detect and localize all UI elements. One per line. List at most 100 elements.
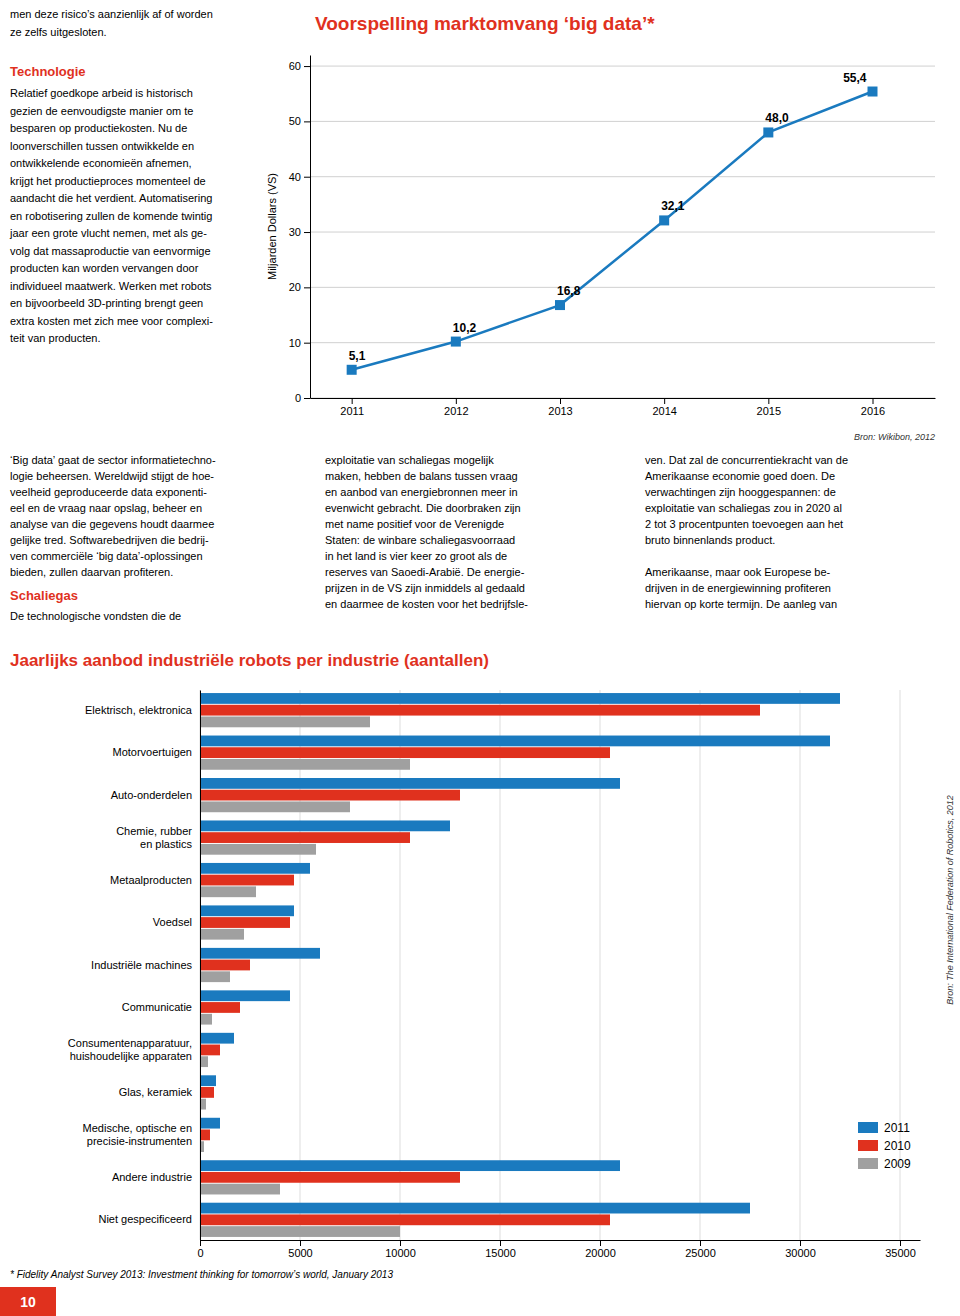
tick: 2016	[861, 398, 885, 417]
tick: Industriële machines	[91, 959, 200, 971]
tick: 15000	[485, 1240, 516, 1259]
tick-label: 20000	[585, 1247, 616, 1259]
bar	[200, 1045, 220, 1056]
tick-label: 2014	[652, 405, 676, 417]
bar	[200, 990, 290, 1001]
tick-label: 2013	[548, 405, 572, 417]
tick-label: Chemie, rubberen plastics	[116, 825, 192, 850]
legend: 201120102009	[858, 1121, 911, 1171]
bar	[200, 820, 450, 831]
bar	[200, 717, 370, 728]
grid-line	[310, 398, 935, 399]
data-label: 5,1	[349, 349, 366, 363]
tick-label: 30000	[785, 1247, 816, 1259]
y-axis: 0102030405060	[289, 56, 311, 405]
page-number-box	[0, 1287, 56, 1316]
legend-item: 2009	[858, 1157, 911, 1171]
body-text: ze zelfs uitgesloten.	[10, 26, 107, 38]
bar	[200, 1226, 400, 1237]
tick-label: 2016	[861, 405, 885, 417]
axis-line	[201, 1240, 921, 1241]
heading: Technologie	[10, 64, 86, 79]
marker	[868, 87, 878, 97]
y-axis: Elektrisch, elektronica Motorvoertuigen Au…	[68, 691, 201, 1241]
bar	[200, 844, 316, 855]
bar-series	[200, 705, 760, 1225]
line	[352, 92, 873, 370]
tick-label: 20	[289, 281, 301, 293]
tick-label: Andere industrie	[112, 1171, 192, 1183]
body-text: Relatief goedkope arbeid is historischge…	[9, 87, 213, 344]
bar	[200, 971, 230, 982]
grid-line	[500, 690, 501, 1240]
legend-label: 2010	[884, 1139, 911, 1153]
tick-mark	[873, 398, 874, 404]
tick-mark	[900, 1240, 901, 1246]
tick-mark	[456, 398, 457, 404]
tick: 60	[289, 60, 310, 72]
page-text: men deze risico’s aanzienlijk af of word…	[0, 8, 848, 1316]
grid-line	[310, 232, 935, 233]
tick-mark	[800, 1240, 801, 1246]
chart-title: Voorspelling marktomvang ‘big data’*	[315, 13, 655, 34]
grid-line	[310, 287, 935, 288]
tick-label: Metaalproducten	[110, 874, 192, 886]
tick: 5000	[288, 1240, 312, 1259]
tick-label: 2011	[340, 405, 364, 417]
line-chart: Voorspelling marktomvang ‘big data’*0102…	[266, 13, 936, 442]
bar	[200, 948, 320, 959]
grid-line	[200, 690, 201, 1240]
bar	[200, 801, 350, 812]
tick-label: 50	[289, 115, 301, 127]
data-label: 10,2	[453, 321, 477, 335]
footnote: * Fidelity Analyst Survey 2013: Investme…	[10, 1269, 393, 1280]
bar	[200, 778, 620, 789]
tick-label: 10	[289, 337, 301, 349]
bar	[200, 1160, 620, 1171]
bar	[200, 1214, 610, 1225]
bar	[200, 886, 256, 897]
chart-title: Jaarlijks aanbod industriële robots per …	[10, 651, 489, 670]
bar	[200, 1056, 208, 1067]
tick-mark	[304, 177, 310, 178]
grid-line	[700, 690, 701, 1240]
tick: Medische, optische enprecisie-instrument…	[83, 1122, 200, 1147]
tick: Communicatie	[122, 1001, 200, 1013]
tick-label: Glas, keramiek	[119, 1086, 193, 1098]
tick-label: 25000	[685, 1247, 716, 1259]
tick: 0	[197, 1240, 203, 1259]
tick-label: Motorvoertuigen	[113, 746, 193, 758]
bar	[200, 832, 410, 843]
tick: Auto-onderdelen	[111, 789, 200, 801]
body-text: exploitatie van schaliegas mogelijkmaken…	[325, 454, 528, 610]
tick: 40	[289, 171, 310, 183]
grid-line	[310, 342, 935, 343]
tick-label: 15000	[485, 1247, 516, 1259]
bar	[200, 759, 410, 770]
tick: 10000	[385, 1240, 416, 1259]
tick: 2014	[652, 398, 676, 417]
grid	[200, 690, 900, 1240]
grid-line	[310, 66, 935, 67]
grid	[310, 66, 935, 398]
tick: Voedsel	[153, 916, 200, 928]
tick-mark	[700, 1240, 701, 1246]
bar	[200, 1172, 460, 1183]
grid-line	[400, 690, 401, 1240]
tick-mark	[560, 398, 561, 404]
data-label: 55,4	[843, 71, 867, 85]
tick-mark	[664, 398, 665, 404]
tick-mark	[304, 66, 310, 67]
tick-label: 5000	[288, 1247, 312, 1259]
bar	[200, 1033, 234, 1044]
bar	[200, 1075, 216, 1086]
tick-label: Elektrisch, elektronica	[85, 704, 193, 716]
x-axis: 05000100001500020000250003000035000	[197, 1240, 920, 1259]
axis-line	[310, 56, 311, 399]
source: Bron: Wikibon, 2012	[854, 432, 935, 442]
axis-title: Miljarden Dollars (VS)	[266, 173, 278, 280]
grid-line	[300, 690, 301, 1240]
tick-mark	[304, 121, 310, 122]
legend-swatch	[858, 1122, 878, 1133]
tick-label: Auto-onderdelen	[111, 789, 192, 801]
